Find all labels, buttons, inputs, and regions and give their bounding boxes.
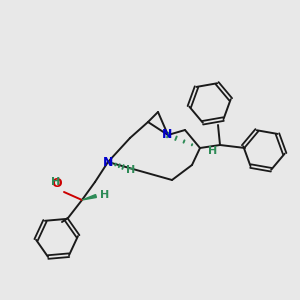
Text: H: H [208,146,217,156]
Text: H: H [126,165,135,175]
Text: N: N [162,128,172,140]
Text: H: H [51,177,61,187]
Text: H: H [100,190,109,200]
Text: N: N [103,155,113,169]
Polygon shape [82,195,96,200]
Text: O: O [51,177,62,190]
